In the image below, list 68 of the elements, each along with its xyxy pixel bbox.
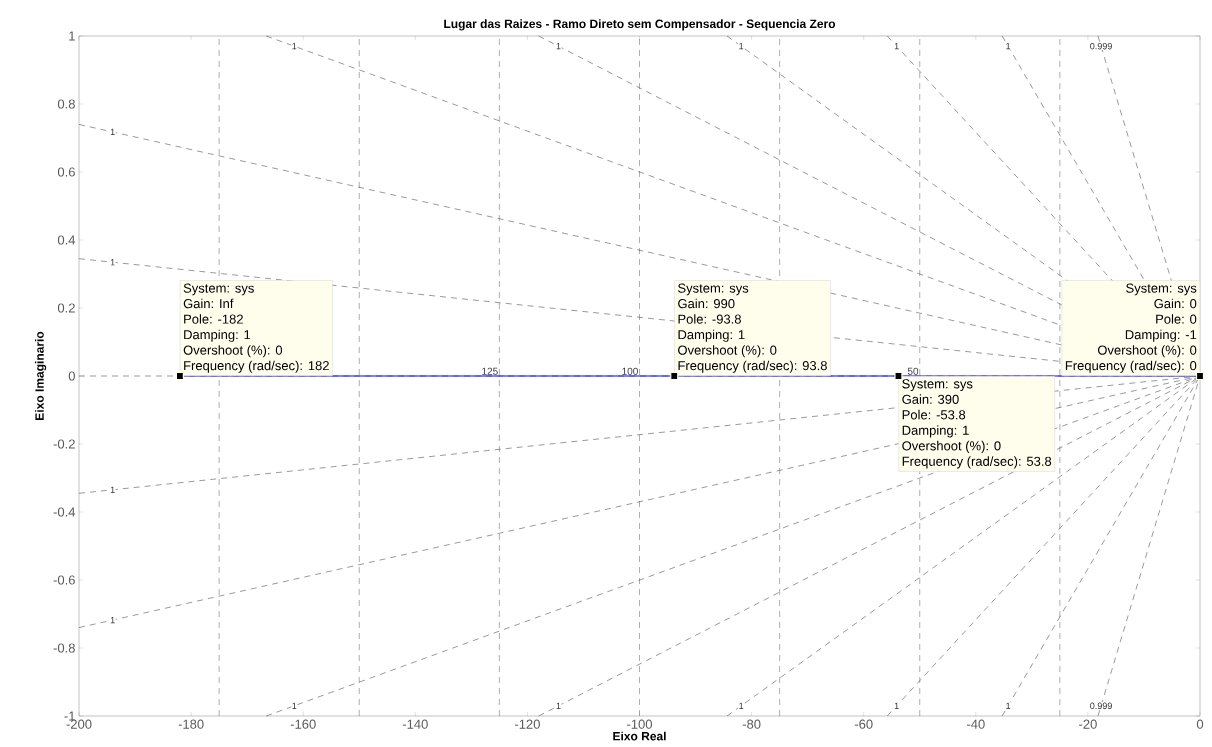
- series-label: 1: [894, 702, 899, 709]
- annotation: 50: [907, 367, 919, 375]
- y-tick-label: -1: [64, 711, 75, 721]
- x-tick-label: -100: [627, 719, 653, 729]
- series-label: 1: [1006, 43, 1011, 50]
- y-tick-label: -0.4: [53, 507, 76, 517]
- annotation: System: sys: [183, 283, 254, 296]
- series-label: 1: [292, 702, 297, 709]
- y-tick-label: -0.6: [53, 575, 75, 585]
- annotation: Overshoot (%): 0: [1097, 345, 1197, 358]
- y-tick-label: -0.2: [53, 439, 75, 449]
- x-tick-label: -140: [402, 719, 428, 729]
- series-label: 1: [556, 702, 561, 709]
- series-label: 1: [292, 43, 297, 50]
- series-label: 1: [894, 43, 899, 50]
- x-tick-label: -80: [742, 719, 761, 729]
- series-label: 1: [110, 259, 115, 266]
- x-tick-label: 0: [1196, 719, 1204, 729]
- y-tick-label: 1: [69, 31, 75, 41]
- annotation: Damping: -1: [1125, 329, 1197, 342]
- series-label: 1: [110, 128, 115, 136]
- chart-title: Lugar das Raizes - Ramo Direto sem Compensador - Sequencia Zero: [444, 19, 836, 31]
- annotation: Pole: -93.8: [678, 314, 741, 324]
- x-tick-label: -40: [967, 719, 985, 729]
- annotation: System: sys: [1126, 283, 1197, 296]
- annotation: Gain: 990: [678, 298, 735, 309]
- y-tick-label: -0.8: [53, 643, 75, 653]
- annotation: Overshoot (%): 0: [678, 345, 777, 358]
- annotation: Gain: 390: [902, 394, 959, 404]
- annotation: Pole: 0: [1156, 314, 1197, 324]
- annotation: System: sys: [902, 379, 973, 391]
- x-axis-title: Eixo Real: [613, 731, 666, 741]
- series-label: 1: [739, 702, 744, 709]
- x-tick-label: -60: [854, 719, 873, 729]
- x-tick-label: -160: [290, 719, 316, 729]
- annotation: Frequency (rad/sec): 93.8: [678, 360, 827, 373]
- annotation: System: sys: [678, 283, 749, 296]
- annotation: Frequency (rad/sec): 0: [1065, 360, 1197, 373]
- series-label: 1: [110, 616, 115, 624]
- annotation: Frequency (rad/sec): 182: [184, 360, 329, 373]
- annotation: Gain: 0: [1154, 298, 1197, 309]
- series-label: 1: [739, 43, 744, 50]
- annotation: Overshoot (%): 0: [902, 440, 1001, 453]
- annotation: Pole: -182: [184, 314, 243, 324]
- y-tick-label: 0.4: [57, 235, 76, 245]
- y-tick-label: 0.6: [57, 167, 75, 177]
- annotation: Pole: -53.8: [902, 409, 966, 420]
- y-tick-label: 0.2: [57, 303, 75, 313]
- y-tick-label: 0.8: [57, 99, 75, 109]
- x-tick-label: -120: [514, 719, 540, 729]
- y-axis-title: Eixo Imaginario: [34, 331, 47, 420]
- x-tick-label: -20: [1079, 719, 1097, 729]
- x-tick-label: -200: [66, 719, 92, 729]
- annotation: 125: [482, 367, 498, 375]
- annotation: Damping: 1: [678, 329, 745, 342]
- annotation: Damping: 1: [902, 425, 969, 438]
- x-tick-label: -180: [178, 719, 204, 729]
- annotation: Damping: 1: [184, 329, 251, 342]
- annotation: 100: [622, 367, 638, 375]
- series-label: 1: [1006, 702, 1011, 709]
- series-label: 1: [556, 43, 561, 50]
- annotation: Gain: Inf: [183, 298, 234, 309]
- y-tick-label: 0: [68, 371, 75, 381]
- annotation: Frequency (rad/sec): 53.8: [902, 456, 1052, 469]
- series-label: 0.999: [1090, 43, 1112, 50]
- series-label: 1: [110, 486, 115, 493]
- series-label: 0.999: [1090, 702, 1112, 710]
- annotation: Overshoot (%): 0: [183, 345, 283, 358]
